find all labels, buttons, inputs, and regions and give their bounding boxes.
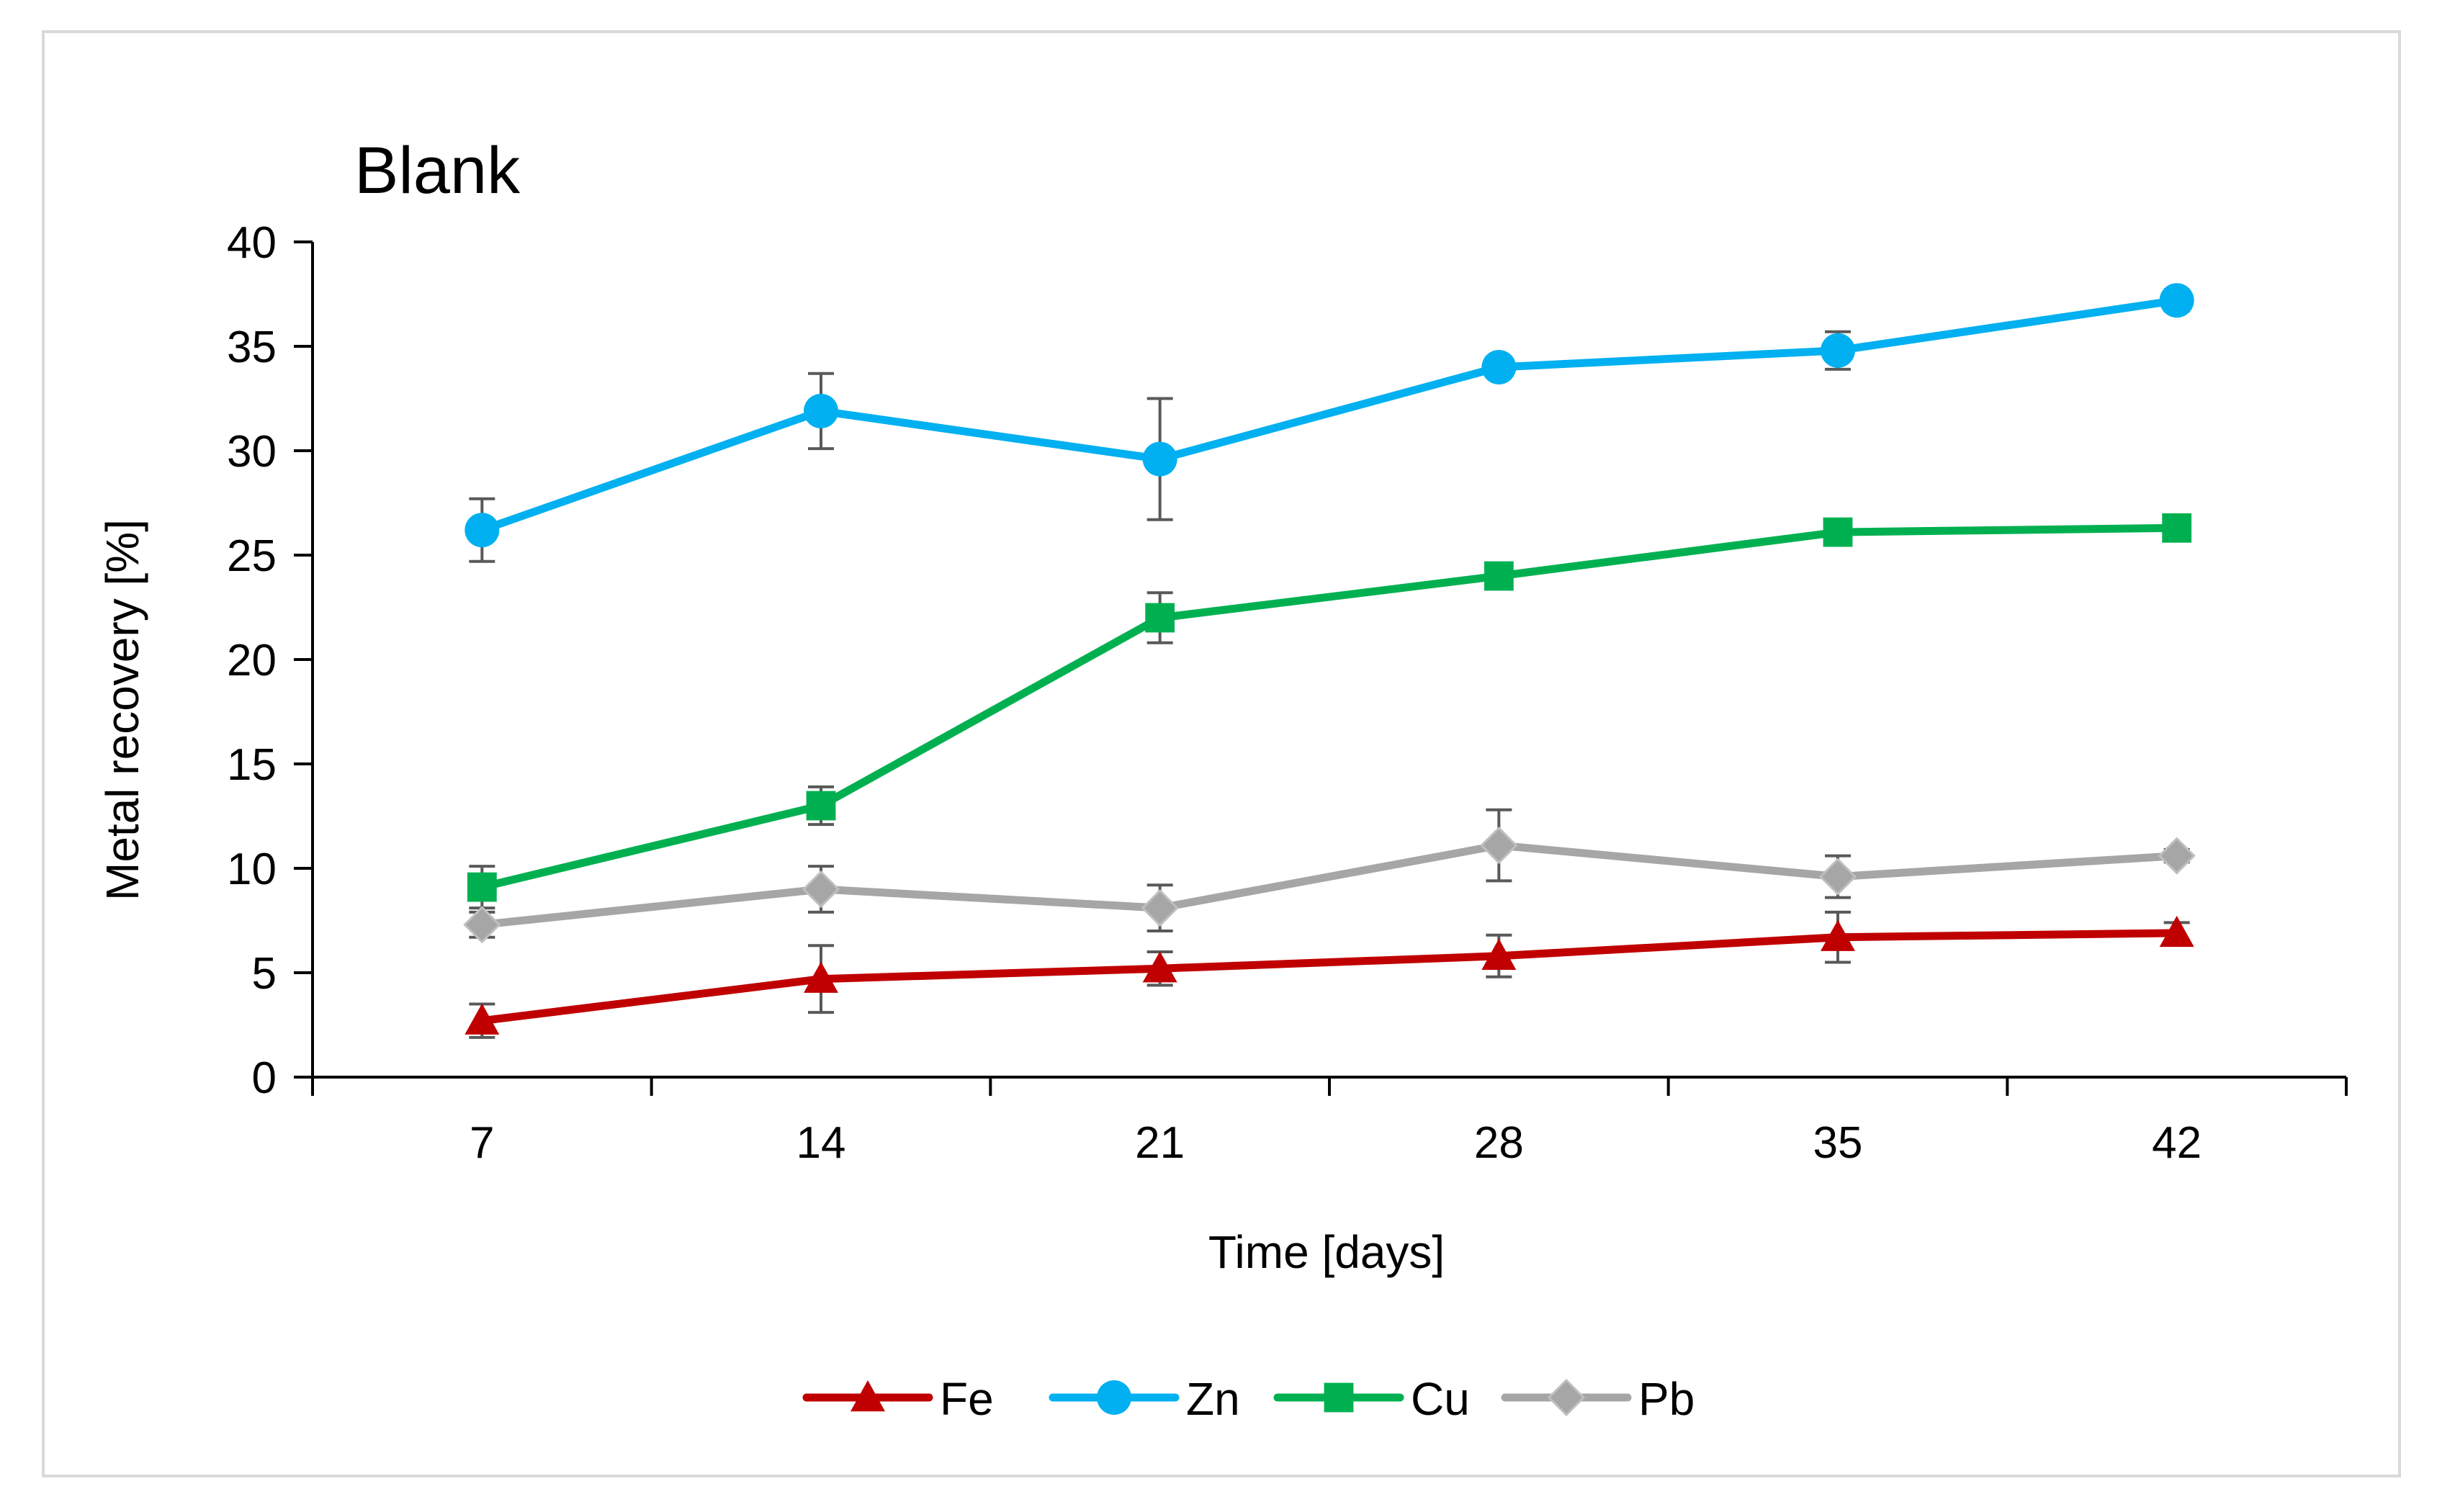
line-zn bbox=[477, 296, 2181, 534]
x-tick-label: 28 bbox=[1474, 1118, 1524, 1168]
point-zn bbox=[2159, 283, 2194, 318]
x-tick-label: 7 bbox=[470, 1118, 494, 1168]
y-tick-label: 40 bbox=[227, 218, 277, 268]
line-pb bbox=[477, 841, 2181, 929]
point-pb bbox=[2158, 837, 2196, 875]
series-fe bbox=[464, 910, 2194, 1039]
point-zn bbox=[464, 513, 500, 548]
x-tick-label: 42 bbox=[2152, 1118, 2202, 1168]
series-pb bbox=[463, 808, 2196, 944]
y-tick-label: 35 bbox=[227, 323, 277, 372]
axes: 0 5 10 15 20 25 30 35 40 7 14 21 28 35 42 bbox=[227, 218, 2348, 1168]
point-cu bbox=[2162, 513, 2192, 543]
point-fe bbox=[464, 1003, 500, 1035]
series-zn bbox=[464, 283, 2194, 563]
x-tick-label: 14 bbox=[796, 1118, 846, 1168]
y-tick-label: 20 bbox=[227, 636, 277, 685]
point-pb bbox=[1818, 858, 1857, 896]
legend-item-cu: Cu bbox=[1273, 1373, 1470, 1425]
point-fe bbox=[2159, 915, 2194, 948]
legend-marker-cu bbox=[1324, 1382, 1354, 1413]
point-fe bbox=[1142, 951, 1177, 983]
legend-marker-pb bbox=[1547, 1378, 1586, 1417]
y-tick-label: 0 bbox=[252, 1053, 277, 1103]
point-cu bbox=[467, 872, 497, 902]
series-layer bbox=[463, 283, 2196, 1039]
x-axis-label: Time [days] bbox=[1208, 1226, 1445, 1278]
point-cu bbox=[806, 791, 836, 821]
chart-title: Blank bbox=[354, 134, 521, 207]
x-tick-label: 35 bbox=[1813, 1118, 1863, 1168]
series-cu bbox=[467, 513, 2192, 910]
y-tick-label: 25 bbox=[227, 531, 277, 581]
point-cu bbox=[1823, 517, 1853, 547]
y-tick-label: 30 bbox=[227, 427, 277, 477]
point-pb bbox=[1480, 826, 1518, 865]
x-tick-label: 21 bbox=[1135, 1118, 1185, 1168]
legend-label-pb: Pb bbox=[1638, 1373, 1695, 1425]
point-pb bbox=[1141, 888, 1179, 927]
point-fe bbox=[1481, 938, 1517, 970]
point-cu bbox=[1145, 603, 1175, 633]
legend: Fe Zn Cu Pb bbox=[802, 1373, 1695, 1425]
legend-item-zn: Zn bbox=[1049, 1373, 1240, 1425]
point-zn bbox=[804, 393, 838, 428]
point-pb bbox=[463, 906, 501, 944]
legend-marker-fe bbox=[851, 1380, 885, 1412]
line-fe bbox=[477, 929, 2181, 1025]
legend-label-zn: Zn bbox=[1186, 1373, 1240, 1425]
legend-item-pb: Pb bbox=[1501, 1373, 1695, 1425]
legend-label-cu: Cu bbox=[1411, 1373, 1470, 1425]
y-tick-label: 5 bbox=[252, 949, 277, 999]
point-fe bbox=[804, 961, 838, 993]
y-tick-label: 15 bbox=[227, 740, 277, 790]
point-pb bbox=[802, 870, 840, 909]
line-cu bbox=[477, 523, 2181, 891]
legend-item-fe: Fe bbox=[802, 1373, 994, 1425]
chart-frame: Blank Time [days] Metal recovery [%] 0 5 1… bbox=[42, 30, 2401, 1477]
point-zn bbox=[1481, 350, 1517, 384]
point-zn bbox=[1142, 441, 1177, 477]
line-chart: Blank Time [days] Metal recovery [%] 0 5 1… bbox=[97, 134, 2348, 1425]
legend-label-fe: Fe bbox=[940, 1373, 994, 1425]
point-cu bbox=[1484, 561, 1514, 591]
y-tick-label: 10 bbox=[227, 845, 277, 894]
y-axis-label: Metal recovery [%] bbox=[97, 519, 148, 901]
point-zn bbox=[1821, 333, 1855, 368]
point-fe bbox=[1821, 919, 1855, 951]
legend-marker-zn bbox=[1097, 1380, 1131, 1415]
